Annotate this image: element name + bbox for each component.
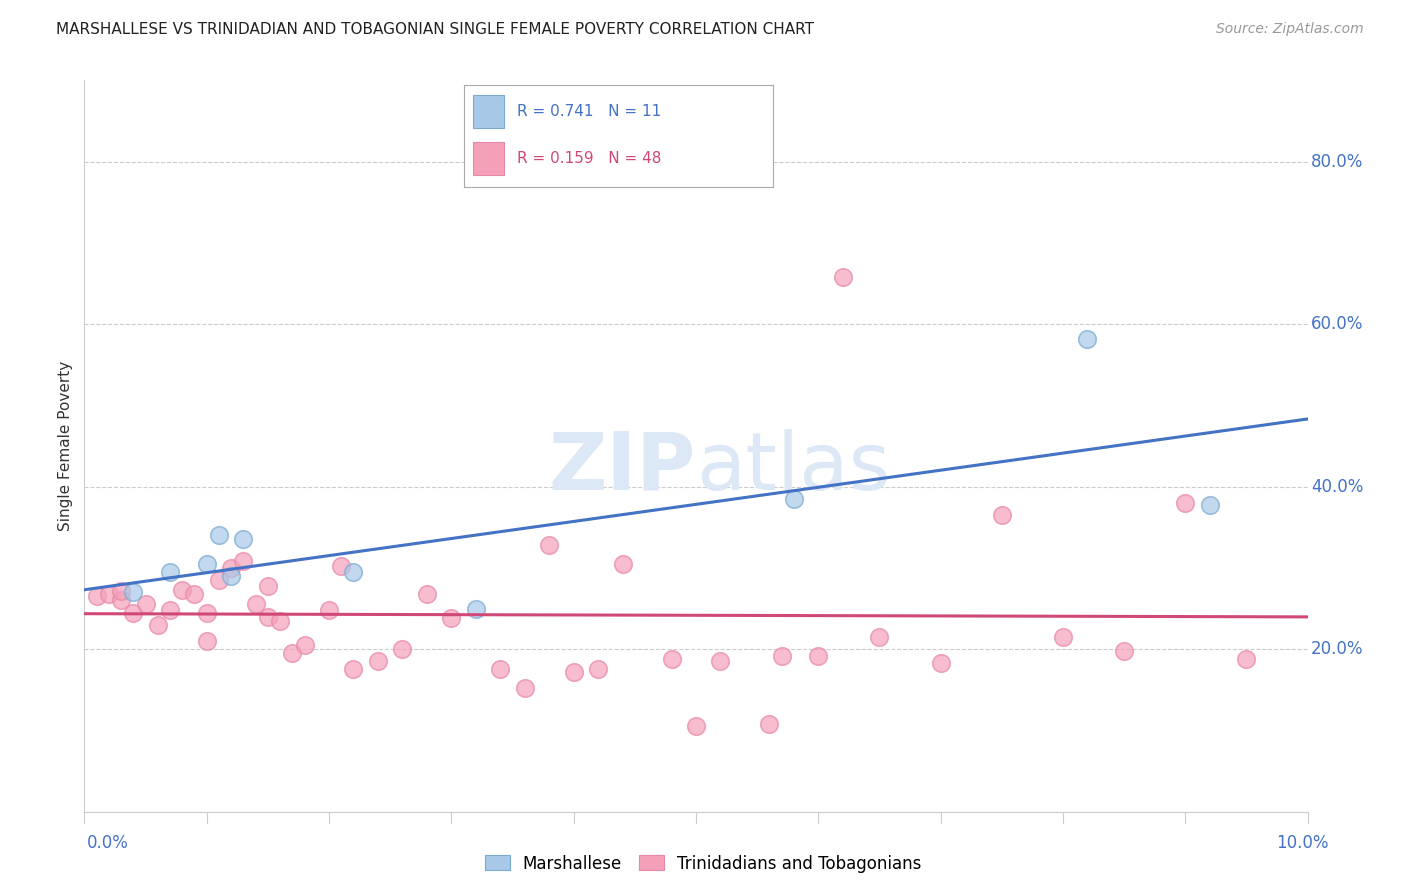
Point xyxy=(758,717,780,731)
Text: Source: ZipAtlas.com: Source: ZipAtlas.com xyxy=(1216,22,1364,37)
Point xyxy=(464,601,486,615)
Point xyxy=(195,606,218,620)
Point xyxy=(342,663,364,677)
Point xyxy=(562,665,585,679)
Point xyxy=(391,642,413,657)
Text: atlas: atlas xyxy=(696,429,890,507)
Y-axis label: Single Female Poverty: Single Female Poverty xyxy=(58,361,73,531)
Point xyxy=(219,569,242,583)
Point xyxy=(929,656,952,670)
Text: R = 0.741   N = 11: R = 0.741 N = 11 xyxy=(516,103,661,119)
Point xyxy=(318,603,340,617)
Point xyxy=(122,585,145,599)
Point xyxy=(1174,496,1197,510)
Point xyxy=(869,630,891,644)
Point xyxy=(257,579,280,593)
Text: 0.0%: 0.0% xyxy=(87,834,129,852)
Text: 40.0%: 40.0% xyxy=(1312,477,1364,496)
Point xyxy=(342,565,364,579)
Text: R = 0.159   N = 48: R = 0.159 N = 48 xyxy=(516,151,661,166)
Point xyxy=(146,617,169,632)
Point xyxy=(1234,652,1257,666)
Point xyxy=(831,269,853,284)
Point xyxy=(232,554,254,568)
Point xyxy=(1198,498,1220,512)
Point xyxy=(991,508,1014,522)
Point xyxy=(416,587,439,601)
Bar xyxy=(474,95,505,128)
Point xyxy=(97,587,120,601)
Text: MARSHALLESE VS TRINIDADIAN AND TOBAGONIAN SINGLE FEMALE POVERTY CORRELATION CHAR: MARSHALLESE VS TRINIDADIAN AND TOBAGONIA… xyxy=(56,22,814,37)
Point xyxy=(807,648,830,663)
Point xyxy=(208,573,231,587)
Point xyxy=(294,638,316,652)
Point xyxy=(1114,644,1136,658)
Point xyxy=(330,559,353,574)
Point xyxy=(195,557,218,571)
Point xyxy=(612,557,634,571)
Point xyxy=(110,583,132,598)
Bar xyxy=(474,142,505,175)
Point xyxy=(183,587,205,601)
Point xyxy=(195,634,218,648)
Point xyxy=(538,538,561,552)
Point xyxy=(159,603,181,617)
Text: 10.0%: 10.0% xyxy=(1277,834,1329,852)
Point xyxy=(257,609,280,624)
Point xyxy=(219,561,242,575)
Point xyxy=(586,663,609,677)
Point xyxy=(1076,332,1098,346)
Text: 80.0%: 80.0% xyxy=(1312,153,1364,170)
Point xyxy=(86,590,108,604)
Point xyxy=(489,663,512,677)
Legend: Marshallese, Trinidadians and Tobagonians: Marshallese, Trinidadians and Tobagonian… xyxy=(478,848,928,880)
Point xyxy=(281,646,304,660)
Point xyxy=(661,652,683,666)
Point xyxy=(685,719,707,733)
Point xyxy=(110,593,132,607)
Point xyxy=(208,528,231,542)
Point xyxy=(159,565,181,579)
Point xyxy=(367,654,389,668)
Point xyxy=(513,681,536,696)
Point xyxy=(783,491,806,506)
Text: 60.0%: 60.0% xyxy=(1312,315,1364,333)
Point xyxy=(232,533,254,547)
Point xyxy=(135,598,157,612)
Point xyxy=(709,654,731,668)
Point xyxy=(172,582,194,597)
Text: 20.0%: 20.0% xyxy=(1312,640,1364,658)
Text: ZIP: ZIP xyxy=(548,429,696,507)
Point xyxy=(440,611,463,625)
Point xyxy=(1052,630,1074,644)
Point xyxy=(770,648,793,663)
Point xyxy=(269,614,291,628)
Point xyxy=(122,606,145,620)
Point xyxy=(245,598,267,612)
